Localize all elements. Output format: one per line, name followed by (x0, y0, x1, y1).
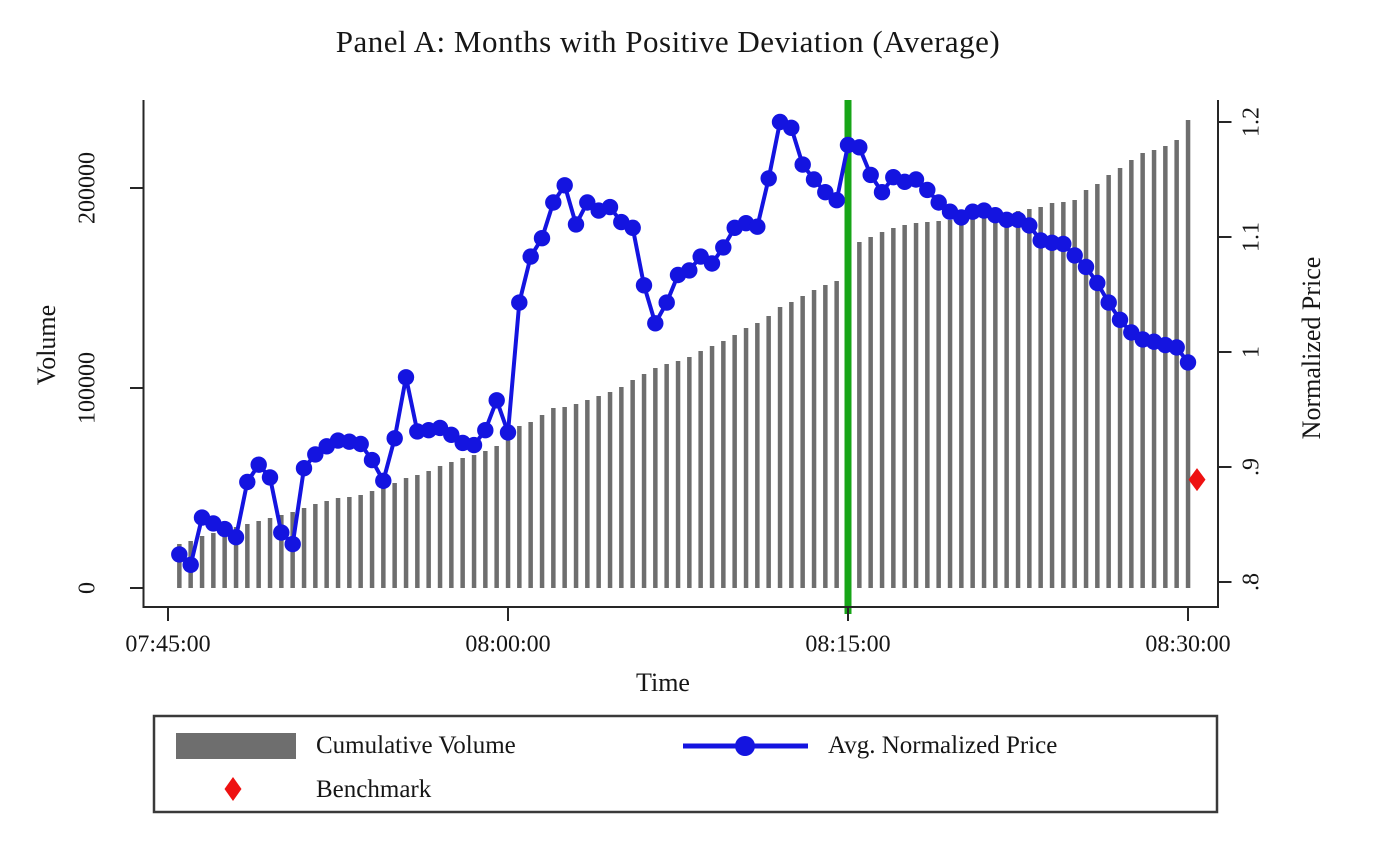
chart-title: Panel A: Months with Positive Deviation … (335, 24, 1001, 59)
y-left-tick-0: 0 (74, 582, 101, 594)
legend-diamond-icon (224, 777, 242, 801)
legend-circle-marker-icon (735, 736, 755, 756)
y-left-tick-200000: 200000 (74, 152, 101, 224)
x-tick-081500: 08:15:00 (805, 631, 891, 658)
y-left-tick-100000: 100000 (74, 352, 101, 424)
legend-label-cumulative-volume: Cumulative Volume (316, 732, 516, 759)
y-right-tick-1.1: 1.1 (1238, 222, 1265, 252)
x-axis-title: Time (636, 668, 690, 697)
y-right-tick-1.2: 1.2 (1238, 107, 1265, 137)
y-right-tick-1: 1 (1238, 346, 1265, 358)
x-tick-083000: 08:30:00 (1145, 631, 1231, 658)
legend-box (152, 714, 1219, 814)
price-line (177, 120, 1190, 567)
y-right-tick-0.9: .9 (1238, 458, 1265, 476)
y-right-axis-title: Normalized Price (1297, 256, 1326, 440)
price-markers (171, 546, 188, 563)
legend-label-avg-normalized-price: Avg. Normalized Price (828, 732, 1058, 759)
legend-label-benchmark: Benchmark (316, 776, 432, 803)
x-tick-074500: 07:45:00 (125, 631, 211, 658)
x-tick-080000: 08:00:00 (465, 631, 551, 658)
y-left-axis-title: Volume (32, 304, 61, 386)
volume-bars (177, 544, 182, 588)
benchmark-marker (1188, 468, 1206, 492)
legend-bar-swatch (176, 733, 296, 759)
y-right-tick-0.8: .8 (1238, 573, 1265, 591)
